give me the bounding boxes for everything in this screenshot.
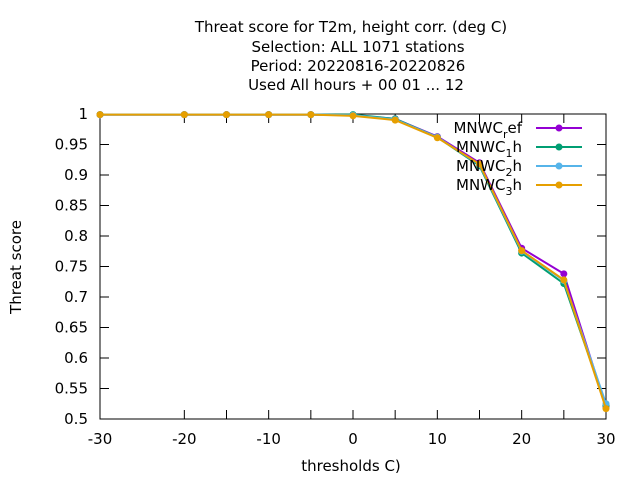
legend-label: MNWC2h	[456, 157, 522, 179]
x-tick-label: 10	[428, 430, 447, 448]
title-line-2: Selection: ALL 1071 stations	[251, 38, 464, 56]
y-axis-ticks: 0.5 0.55 0.6 0.65 0.7 0.75 0.8 0.85 0.9 0.95 1	[55, 105, 606, 428]
y-axis-label: Threat score	[7, 220, 25, 315]
legend-entry: MNWCref	[453, 119, 582, 141]
data-point-MNWC_3h	[349, 112, 357, 120]
title-line-3: Period: 20220816-20220826	[251, 57, 466, 75]
legend-marker	[555, 181, 563, 189]
y-tick-label: 0.6	[64, 349, 88, 367]
series-layer	[96, 111, 610, 413]
x-tick-label: -30	[88, 430, 113, 448]
x-axis-ticks: -30 -20 -10 0 10 20 30	[88, 114, 616, 448]
legend-entry: MNWC1h	[456, 138, 582, 160]
data-point-MNWC_3h	[96, 111, 104, 119]
data-point-MNWC_3h	[223, 111, 230, 119]
legend-entry: MNWC3h	[456, 176, 582, 198]
y-tick-label: 1	[78, 105, 88, 123]
legend-label: MNWC3h	[456, 176, 522, 198]
y-tick-label: 0.75	[55, 258, 88, 276]
legend-marker	[555, 124, 563, 132]
data-point-MNWC_3h	[180, 111, 188, 119]
y-tick-label: 0.9	[64, 166, 88, 184]
y-tick-label: 0.8	[64, 227, 88, 245]
title-line-1: Threat score for T2m, height corr. (deg …	[194, 18, 507, 36]
legend-marker	[555, 162, 563, 170]
data-point-MNWC_3h	[265, 111, 273, 119]
data-point-MNWC_3h	[560, 276, 568, 284]
y-tick-label: 0.85	[55, 197, 88, 215]
data-point-MNWC_3h	[391, 116, 399, 124]
data-point-MNWC_3h	[433, 134, 441, 142]
chart-title: Threat score for T2m, height corr. (deg …	[194, 18, 507, 94]
x-tick-label: 30	[596, 430, 615, 448]
plot-frame	[99, 113, 607, 420]
series-line-MNWC_ref	[100, 113, 607, 408]
y-tick-label: 0.65	[55, 319, 88, 337]
y-tick-label: 0.95	[55, 136, 88, 154]
series-line-MNWC_3h	[100, 113, 607, 409]
y-tick-label: 0.5	[64, 410, 88, 428]
legend-label: MNWC1h	[456, 138, 522, 160]
legend-marker	[555, 143, 563, 151]
data-point-MNWC_3h	[518, 247, 526, 255]
x-tick-label: -20	[172, 430, 197, 448]
legend-entry: MNWC2h	[456, 157, 582, 179]
data-point-MNWC_ref	[560, 270, 568, 278]
x-axis-label: thresholds C)	[301, 457, 401, 475]
data-point-MNWC_3h	[602, 405, 610, 413]
x-tick-label: 20	[512, 430, 531, 448]
legend-label: MNWCref	[453, 119, 522, 141]
data-point-MNWC_3h	[307, 111, 315, 119]
y-tick-label: 0.7	[64, 288, 88, 306]
title-line-4: Used All hours + 00 01 ... 12	[248, 76, 464, 94]
series-line-MNWC_1h	[100, 113, 607, 406]
x-tick-label: 0	[348, 430, 358, 448]
x-tick-label: -10	[256, 430, 281, 448]
y-tick-label: 0.55	[55, 380, 88, 398]
data-point-MNWC_3h	[476, 160, 483, 168]
